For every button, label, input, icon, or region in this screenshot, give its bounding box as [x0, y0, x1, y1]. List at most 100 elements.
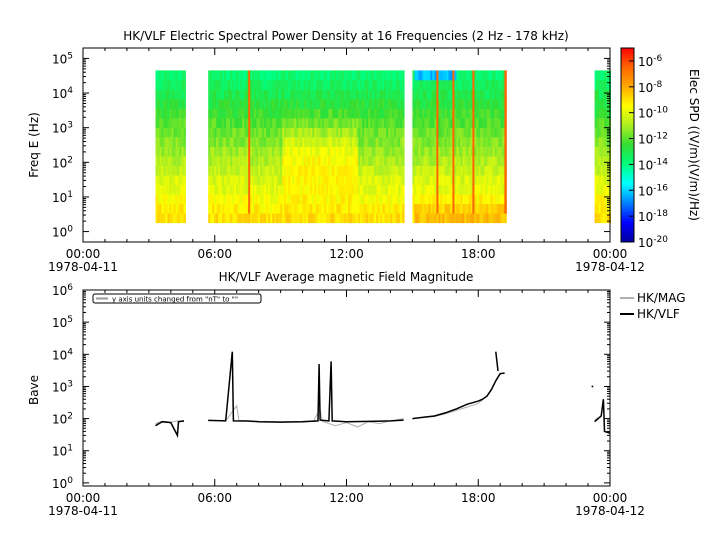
spectrogram-cell: [596, 175, 599, 185]
spectrogram-cell: [250, 156, 253, 166]
spectrogram-cell: [173, 175, 176, 185]
spectrogram-cell: [274, 137, 277, 147]
spectrogram-cell: [396, 89, 399, 100]
spectrogram-cell: [161, 70, 164, 81]
spectrogram-cell: [252, 118, 255, 128]
spectrogram-cell: [482, 184, 485, 195]
spectrogram-cell: [288, 175, 291, 185]
spectrogram-cell: [270, 118, 273, 128]
spectrogram-cell: [304, 137, 307, 147]
spectrogram-cell: [274, 165, 277, 176]
spectrogram-cell: [382, 156, 385, 166]
spectrogram-cell: [298, 118, 301, 128]
spectrogram-cell: [165, 194, 168, 205]
spectrogram-cell: [179, 165, 182, 176]
spectrogram-cell: [214, 70, 217, 81]
spectrogram-cell: [348, 156, 351, 166]
spectrogram-cell: [238, 70, 241, 81]
spectrogram-cell: [284, 165, 287, 176]
spectrogram-cell: [312, 184, 315, 195]
spectrogram-cell: [494, 165, 497, 176]
spectrogram-cell: [396, 194, 399, 205]
spectrogram-cell: [165, 165, 168, 176]
spectrogram-cell: [212, 213, 215, 224]
spectrogram-cell: [258, 108, 261, 119]
spectrogram-cell: [378, 156, 381, 166]
spectrogram-cell: [173, 184, 176, 195]
spectrogram-cell: [344, 156, 347, 166]
spectrogram-cell: [334, 213, 337, 224]
spectrogram-cell: [236, 99, 239, 109]
spectrogram-cell: [360, 146, 363, 157]
spectrogram-cell: [396, 184, 399, 195]
spectrogram-cell: [388, 194, 391, 205]
spectrogram-cell: [161, 89, 164, 100]
spectrogram-cell: [320, 89, 323, 100]
spectrogram-cell: [310, 70, 313, 81]
spectrogram-cell: [386, 194, 389, 205]
spectrogram-cell: [292, 156, 295, 166]
spectrogram-cell: [490, 175, 493, 185]
spectrogram-cell: [306, 70, 309, 81]
spectrogram-cell: [169, 156, 172, 166]
spectrogram-cell: [604, 184, 607, 195]
spectrogram-cell: [602, 70, 605, 81]
spectrogram-cell: [412, 213, 415, 224]
spectrogram-cell: [230, 184, 233, 195]
spectrogram-cell: [430, 118, 433, 128]
spectrogram-cell: [290, 213, 293, 224]
spectrogram-cell: [362, 127, 365, 138]
spectrogram-cell: [230, 99, 233, 109]
spectrogram-cell: [250, 213, 253, 224]
spectrogram-cell: [398, 108, 401, 119]
spectrogram-cell: [288, 184, 291, 195]
spectrogram-cell: [175, 194, 178, 205]
spectrogram-cell: [416, 108, 419, 119]
spectrogram-cell: [600, 118, 603, 128]
spectrogram-cell: [330, 194, 333, 205]
spectrogram-cell: [316, 213, 319, 224]
spectrogram-cell: [244, 194, 247, 205]
spectrogram-cell: [442, 118, 445, 128]
spectrogram-cell: [398, 146, 401, 157]
spectrogram-cell: [177, 99, 180, 109]
spectrogram-cell: [364, 99, 367, 109]
spectrogram-cell: [450, 156, 453, 166]
spectrogram-cell: [240, 118, 243, 128]
spectrogram-cell: [222, 137, 225, 147]
spectrogram-cell: [218, 175, 221, 185]
spectrogram-cell: [252, 137, 255, 147]
spectrogram-cell: [161, 165, 164, 176]
spectrogram-cell: [462, 89, 465, 100]
spectrogram-cell: [490, 99, 493, 109]
spectrogram-cell: [400, 213, 403, 224]
spectrogram-cells: [155, 70, 611, 224]
spectrogram-cell: [500, 137, 503, 147]
spectrogram-cell: [238, 127, 241, 138]
spectrogram-cell: [216, 194, 219, 205]
spectrogram-cell: [412, 89, 415, 100]
spectrogram-cell: [294, 194, 297, 205]
spectrogram-cell: [368, 194, 371, 205]
spectrogram-cell: [478, 146, 481, 157]
spectrogram-cell: [294, 146, 297, 157]
spectrogram-cell: [456, 194, 459, 205]
spectrogram-cell: [244, 213, 247, 224]
spectrogram-cell: [400, 156, 403, 166]
spectrogram-cell: [159, 175, 162, 185]
spectrogram-cell: [234, 118, 237, 128]
spectrogram-cell: [222, 184, 225, 195]
spectrogram-cell: [264, 194, 267, 205]
spectrogram-cell: [502, 118, 505, 128]
spectrogram-cell: [482, 194, 485, 205]
spectrogram-cell: [604, 156, 607, 166]
spectrogram-cell: [480, 175, 483, 185]
spectrogram-cell: [302, 118, 305, 128]
panel2-frame: [82, 289, 611, 487]
spectrogram-cell: [314, 137, 317, 147]
spectrogram-cell: [428, 165, 431, 176]
spectrogram-cell: [454, 70, 457, 81]
spectrogram-cell: [173, 213, 176, 224]
spectrogram-cell: [296, 89, 299, 100]
spectrogram-cell: [256, 156, 259, 166]
